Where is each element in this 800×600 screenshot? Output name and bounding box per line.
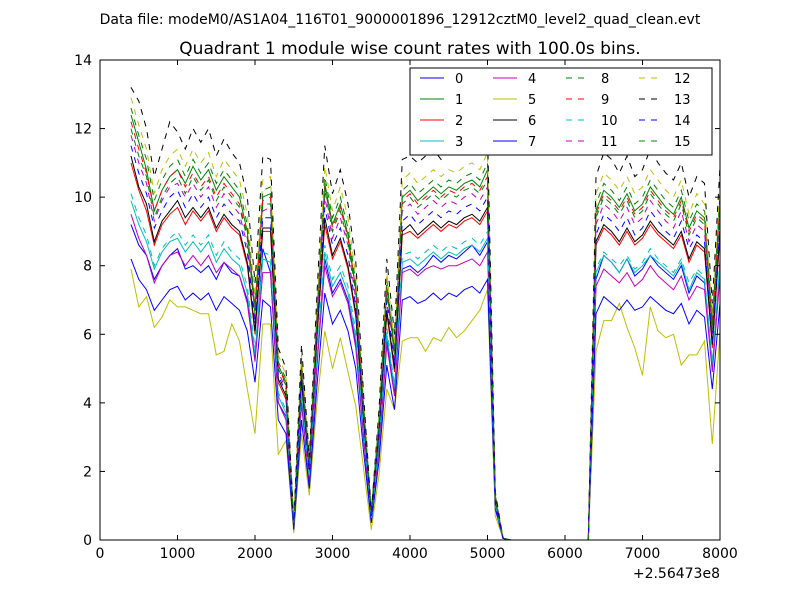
y-tick-label: 12 [74, 122, 92, 138]
y-tick-label: 0 [83, 533, 92, 549]
legend-label-6: 6 [528, 114, 536, 129]
series-line-13 [130, 87, 721, 541]
series-line-3 [130, 200, 721, 541]
series-line-11 [130, 135, 721, 541]
series-line-8 [130, 107, 721, 541]
y-tick-label: 10 [74, 190, 92, 206]
y-tick-label: 6 [83, 327, 92, 343]
legend-label-13: 13 [674, 93, 691, 108]
series-line-5 [130, 268, 721, 541]
x-tick-label: 4000 [392, 546, 428, 562]
legend-label-15: 15 [674, 135, 691, 150]
x-tick-label: 7000 [625, 546, 661, 562]
legend-label-5: 5 [528, 93, 536, 108]
legend-label-3: 3 [455, 135, 463, 150]
series-line-9 [130, 121, 721, 541]
series-line-7 [130, 258, 721, 541]
series-line-10 [130, 193, 721, 541]
y-tick-label: 4 [83, 396, 92, 412]
series-line-0 [130, 224, 721, 541]
x-tick-label: 0 [96, 546, 105, 562]
chart-suptitle: Data file: modeM0/AS1A04_116T01_90000018… [100, 12, 701, 28]
series-layer [130, 87, 721, 541]
legend-label-10: 10 [601, 114, 618, 129]
legend-label-2: 2 [455, 114, 463, 129]
legend-label-9: 9 [601, 93, 609, 108]
y-tick-label: 14 [74, 53, 92, 69]
legend-label-7: 7 [528, 135, 536, 150]
series-line-6 [130, 155, 721, 541]
x-tick-label: 5000 [470, 546, 506, 562]
series-line-14 [130, 145, 721, 541]
x-tick-label: 3000 [315, 546, 351, 562]
legend-box [409, 67, 713, 156]
legend-label-12: 12 [674, 72, 691, 87]
series-line-4 [130, 214, 721, 541]
series-line-1 [130, 114, 721, 541]
axis-layer: 0 1000 2000 3000 4000 5000 6000 7000 80000246810… [74, 53, 738, 562]
x-tick-label: 1000 [160, 546, 196, 562]
x-tick-label: 8000 [702, 546, 738, 562]
y-tick-label: 2 [83, 464, 92, 480]
legend-label-8: 8 [601, 72, 609, 87]
legend-label-1: 1 [455, 93, 463, 108]
x-tick-label: 6000 [547, 546, 583, 562]
series-line-12 [130, 97, 721, 541]
legend-label-0: 0 [455, 72, 463, 87]
x-tick-label: 2000 [237, 546, 273, 562]
legend-label-14: 14 [674, 114, 691, 129]
series-line-15 [130, 128, 721, 541]
chart-title: Quadrant 1 module wise count rates with … [179, 39, 640, 59]
legend-label-4: 4 [528, 72, 536, 87]
legend-label-11: 11 [601, 135, 618, 150]
y-tick-label: 8 [83, 259, 92, 275]
x-offset-label: +2.56473e8 [633, 566, 720, 582]
series-line-2 [130, 162, 721, 541]
